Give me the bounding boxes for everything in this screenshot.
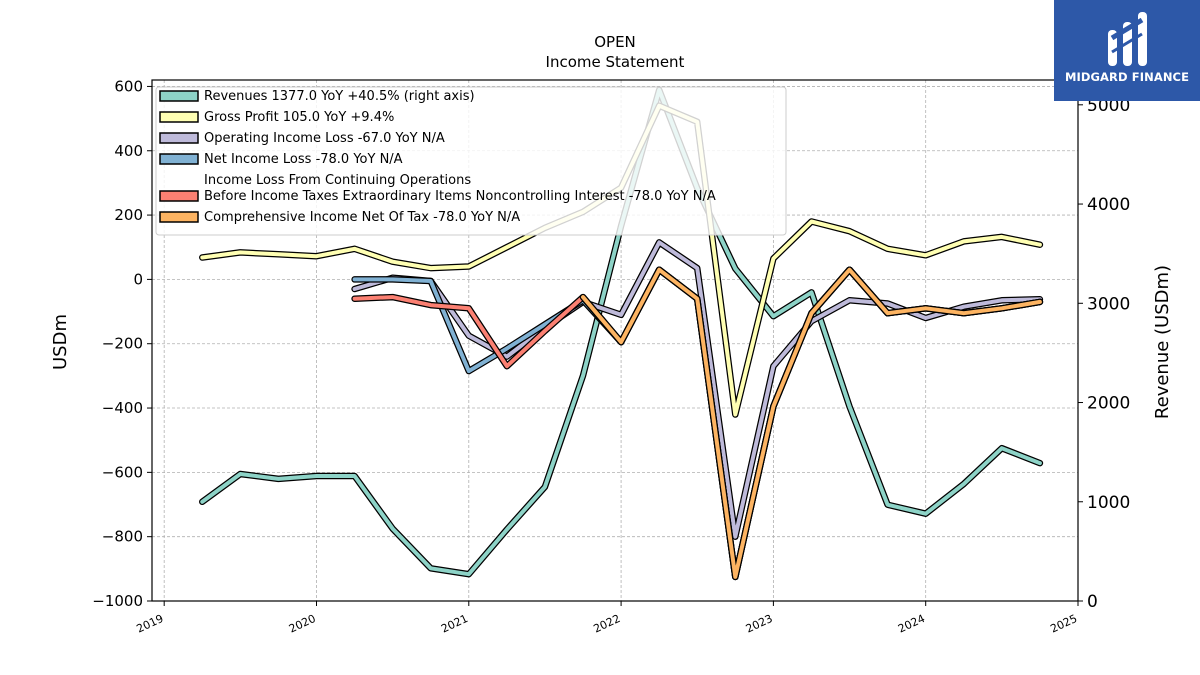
y2-axis-label: Revenue (USDm): [1152, 265, 1173, 419]
y-tick-label: −400: [102, 399, 143, 417]
brand-name: MIDGARD FINANCE: [1064, 70, 1190, 84]
x-tick-label: 2021: [439, 612, 470, 636]
chart-title: OPEN: [594, 33, 636, 51]
y-tick-label: 400: [114, 142, 143, 160]
legend-label-0: Revenues 1377.0 YoY +40.5% (right axis): [204, 89, 475, 104]
legend-swatch-2: [159, 132, 199, 144]
x-tick-label: 2024: [896, 612, 927, 636]
x-tick-label: 2020: [287, 612, 318, 636]
legend: Revenues 1377.0 YoY +40.5% (right axis) G…: [155, 86, 787, 236]
y-tick-label: −600: [102, 463, 143, 481]
x-tick-label: 2023: [744, 612, 775, 636]
legend-swatch-5: [159, 211, 199, 223]
y2-tick-label: 2000: [1087, 394, 1130, 414]
y2-tick-label: 3000: [1087, 294, 1130, 314]
y-tick-label: −200: [102, 335, 143, 353]
plot-frame: [151, 79, 1079, 602]
x-tick-label: 2025: [1048, 612, 1079, 636]
midgard-logo-icon: [1108, 12, 1147, 66]
brand-logo: MIDGARD FINANCE: [1054, 0, 1200, 101]
series-line-5: [581, 267, 1042, 579]
y2-tick-label: 0: [1087, 592, 1098, 612]
y2-tick-label: 4000: [1087, 195, 1130, 215]
y-tick-label: −800: [102, 528, 143, 546]
series-line-outline-2: [351, 239, 1044, 540]
legend-label-1: Gross Profit 105.0 YoY +9.4%: [204, 110, 394, 125]
x-tick-label: 2019: [135, 612, 166, 636]
series-line-2: [352, 240, 1042, 539]
legend-swatch-3: [159, 153, 199, 165]
x-tick-label: 2022: [591, 612, 622, 636]
legend-label-3: Net Income Loss -78.0 YoY N/A: [204, 152, 403, 167]
y-tick-label: 0: [133, 270, 143, 288]
y-tick-label: 200: [114, 206, 143, 224]
legend-label-2: Operating Income Loss -67.0 YoY N/A: [204, 131, 445, 146]
legend-label-4: Before Income Taxes Extraordinary Items …: [204, 189, 716, 204]
legend-swatch-0: [159, 90, 199, 102]
y-tick-label: 600: [114, 77, 143, 95]
legend-label-4: Income Loss From Continuing Operations: [204, 173, 471, 188]
legend-swatch-1: [159, 111, 199, 123]
y-axis-label: USDm: [50, 314, 71, 370]
legend-box: [155, 86, 787, 236]
y2-tick-label: 1000: [1087, 493, 1130, 513]
y-tick-label: −1000: [92, 592, 143, 610]
chart-subtitle: Income Statement: [546, 53, 685, 71]
legend-label-5: Comprehensive Income Net Of Tax -78.0 Yo…: [204, 210, 520, 225]
legend-swatch-4: [159, 190, 199, 202]
